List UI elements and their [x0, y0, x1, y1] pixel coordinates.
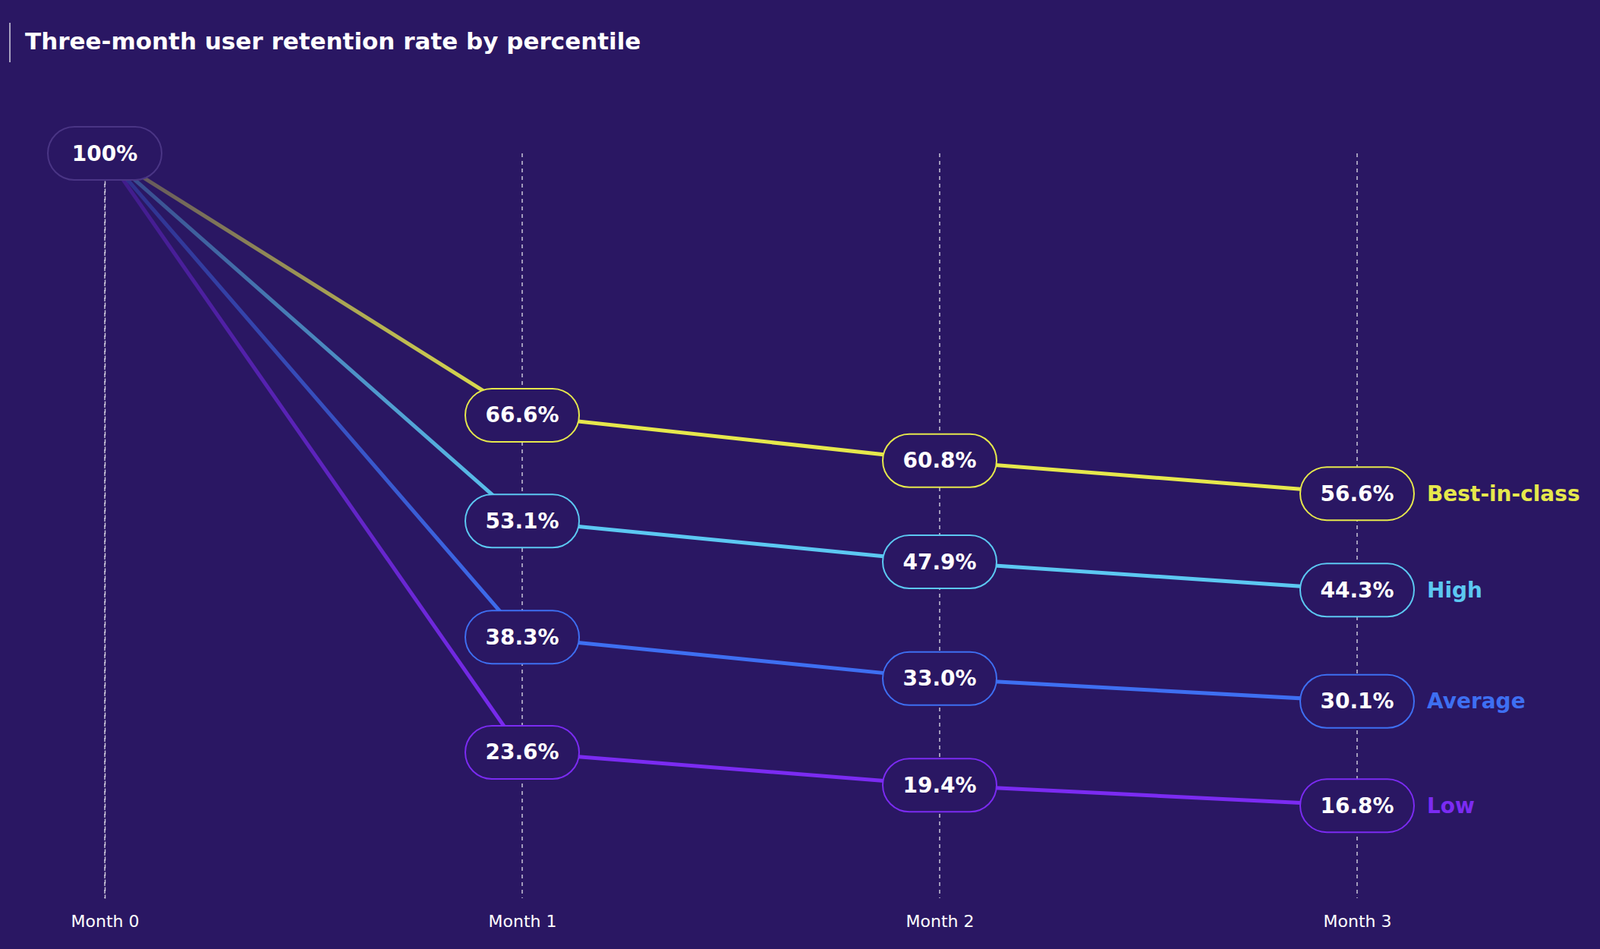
- data-label: 38.3%: [485, 624, 559, 650]
- data-label: 19.4%: [902, 772, 977, 798]
- series-label: Low: [1426, 793, 1475, 819]
- data-label: 56.6%: [1319, 481, 1394, 507]
- grid: [104, 153, 1358, 898]
- data-label-box: [1300, 778, 1415, 832]
- data-label: 33.0%: [902, 665, 977, 691]
- data-label: 100%: [72, 141, 139, 167]
- data-label-box: [882, 434, 997, 488]
- data-label-box: [465, 494, 580, 548]
- data-label-box: [882, 758, 997, 812]
- series-label: High: [1426, 577, 1483, 603]
- series-label: Best-in-class: [1426, 481, 1581, 507]
- data-label: 30.1%: [1319, 688, 1394, 714]
- data-label-box: [1300, 466, 1415, 520]
- data-label: 60.8%: [902, 447, 977, 473]
- x-axis: Month 0 Month 1 Month 2 Month 3: [71, 905, 1393, 931]
- series-label: Average: [1426, 688, 1526, 714]
- y-axis-line: [104, 154, 107, 899]
- lines: [104, 153, 1358, 806]
- data-label: 53.1%: [485, 508, 559, 534]
- series-line: [104, 153, 1358, 806]
- data-labels: 100% 66.6% 60.8% 56.6% 53.1% 47.9% 44.3% 38.3% 3…: [47, 126, 1415, 832]
- data-label: 16.8%: [1319, 793, 1394, 819]
- series-line: [104, 153, 1358, 494]
- y-axis: [104, 154, 106, 899]
- x-tick-label: Month 0: [71, 911, 140, 931]
- data-label-box: [882, 651, 997, 706]
- x-tick: Month 3: [1323, 905, 1393, 931]
- data-label: 44.3%: [1319, 577, 1394, 603]
- data-label: 66.6%: [485, 402, 559, 428]
- data-label: 47.9%: [902, 549, 977, 575]
- background: [0, 0, 1600, 949]
- x-tick: Month 1: [488, 905, 558, 931]
- data-label-box: [882, 535, 997, 589]
- data-label-box: [1300, 674, 1415, 728]
- series-labels: Best-in-class High Average Low: [1426, 481, 1581, 819]
- data-label-box: [1300, 563, 1415, 617]
- chart: Three-month user retention rate by perce…: [0, 0, 1600, 949]
- data-label-box: [465, 610, 580, 664]
- x-tick-label: Month 1: [488, 911, 558, 931]
- grid-line: [103, 153, 106, 898]
- title-bar: [9, 22, 11, 63]
- title: Three-month user retention rate by perce…: [25, 27, 641, 55]
- data-label-box: [465, 725, 580, 779]
- data-label-box: [465, 388, 580, 442]
- data-label-box: [47, 126, 162, 180]
- x-tick: Month 2: [906, 905, 975, 931]
- series-line: [104, 153, 1358, 590]
- x-tick-label: Month 3: [1323, 911, 1393, 931]
- data-label: 23.6%: [485, 739, 559, 765]
- x-tick: Month 0: [71, 905, 140, 931]
- x-tick-label: Month 2: [906, 911, 975, 931]
- series-line: [104, 153, 1358, 702]
